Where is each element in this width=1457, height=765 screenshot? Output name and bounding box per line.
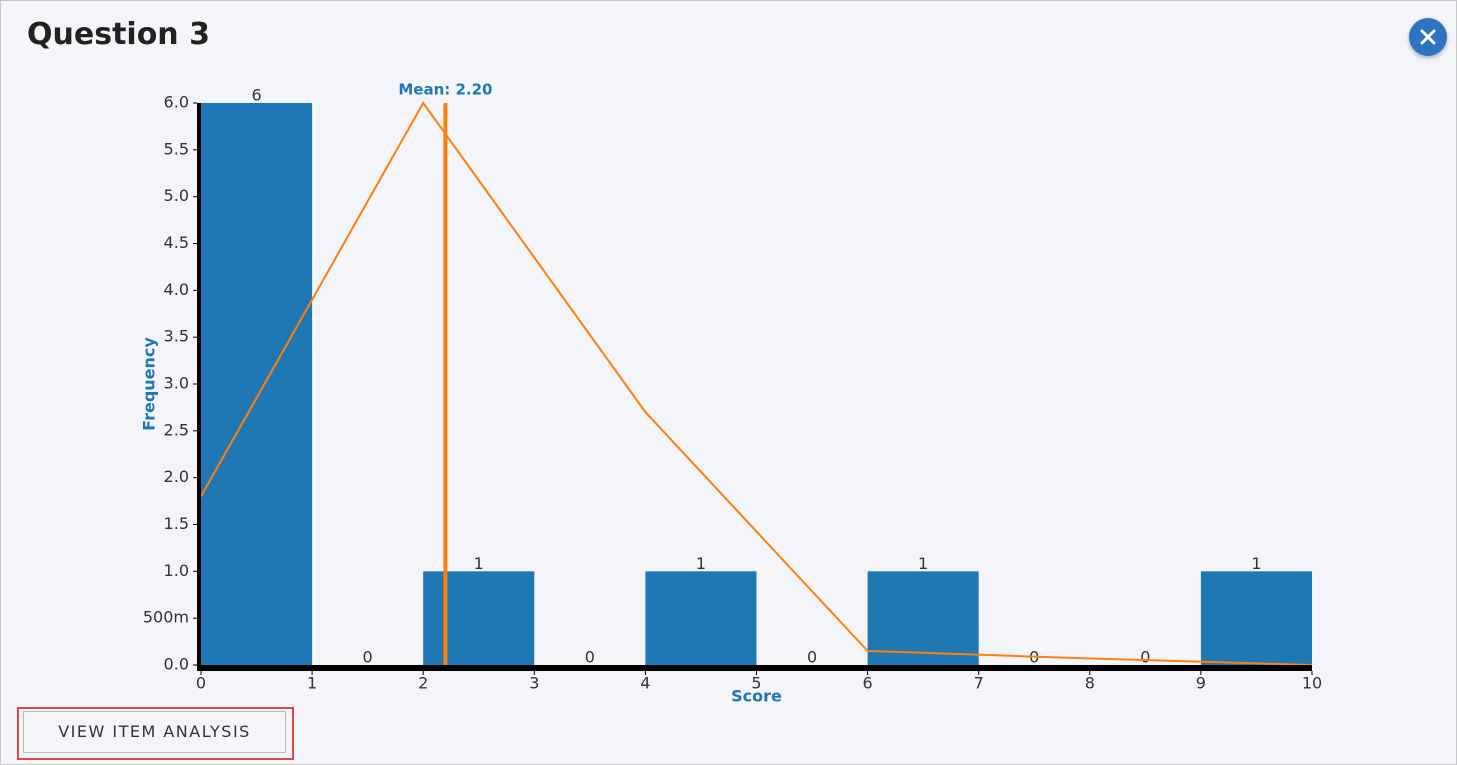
x-axis-label: Score [731,687,782,706]
bar-value-label: 0 [363,648,373,667]
y-axis-label: Frequency [140,337,159,431]
y-tick-label: 1.0 [164,561,189,580]
bar [201,103,313,665]
bar-value-label: 1 [696,554,706,573]
x-tick-label: 0 [196,674,206,693]
view-item-analysis-button[interactable]: VIEW ITEM ANALYSIS [23,711,286,753]
bar-value-label: 1 [918,554,928,573]
highlight-box [17,707,294,760]
bar-value-label: 0 [585,648,595,667]
y-tick-label: 2.0 [164,467,189,486]
x-tick-label: 4 [640,674,650,693]
x-tick-label: 1 [307,674,317,693]
y-tick-label: 4.5 [164,233,189,252]
x-tick-label: 8 [1085,674,1095,693]
bar [423,571,535,665]
y-tick-label: 0.0 [164,655,189,674]
dialog-title: Question 3 [27,17,210,52]
y-tick-label: 2.5 [164,420,189,439]
bar-value-label: 1 [1251,554,1261,573]
bar [867,571,979,665]
y-tick-label: 3.5 [164,327,189,346]
density-curve [200,101,1313,666]
bar [645,571,757,665]
y-tick-label: 6.0 [164,93,189,112]
y-tick-label: 4.0 [164,280,189,299]
bar-value-label: 0 [807,648,817,667]
close-button[interactable] [1409,18,1447,56]
x-tick-label: 10 [1302,674,1322,693]
x-tick-label: 7 [974,674,984,693]
bar [1200,571,1312,665]
y-tick-label: 500m [143,608,189,627]
y-tick-label: 3.0 [164,374,189,393]
x-tick-label: 5 [751,674,761,693]
y-tick-label: 5.5 [164,139,189,158]
y-tick-label: 1.5 [164,514,189,533]
close-icon [1420,29,1436,45]
y-tick-label: 5.0 [164,186,189,205]
bar-value-label: 6 [251,86,261,105]
x-tick-label: 2 [418,674,428,693]
bar-value-label: 0 [1140,648,1150,667]
bar-value-label: 1 [474,554,484,573]
x-tick-label: 3 [529,674,539,693]
mean-label: Mean: 2.20 [398,81,492,99]
x-tick-label: 9 [1196,674,1206,693]
x-tick-label: 6 [863,674,873,693]
